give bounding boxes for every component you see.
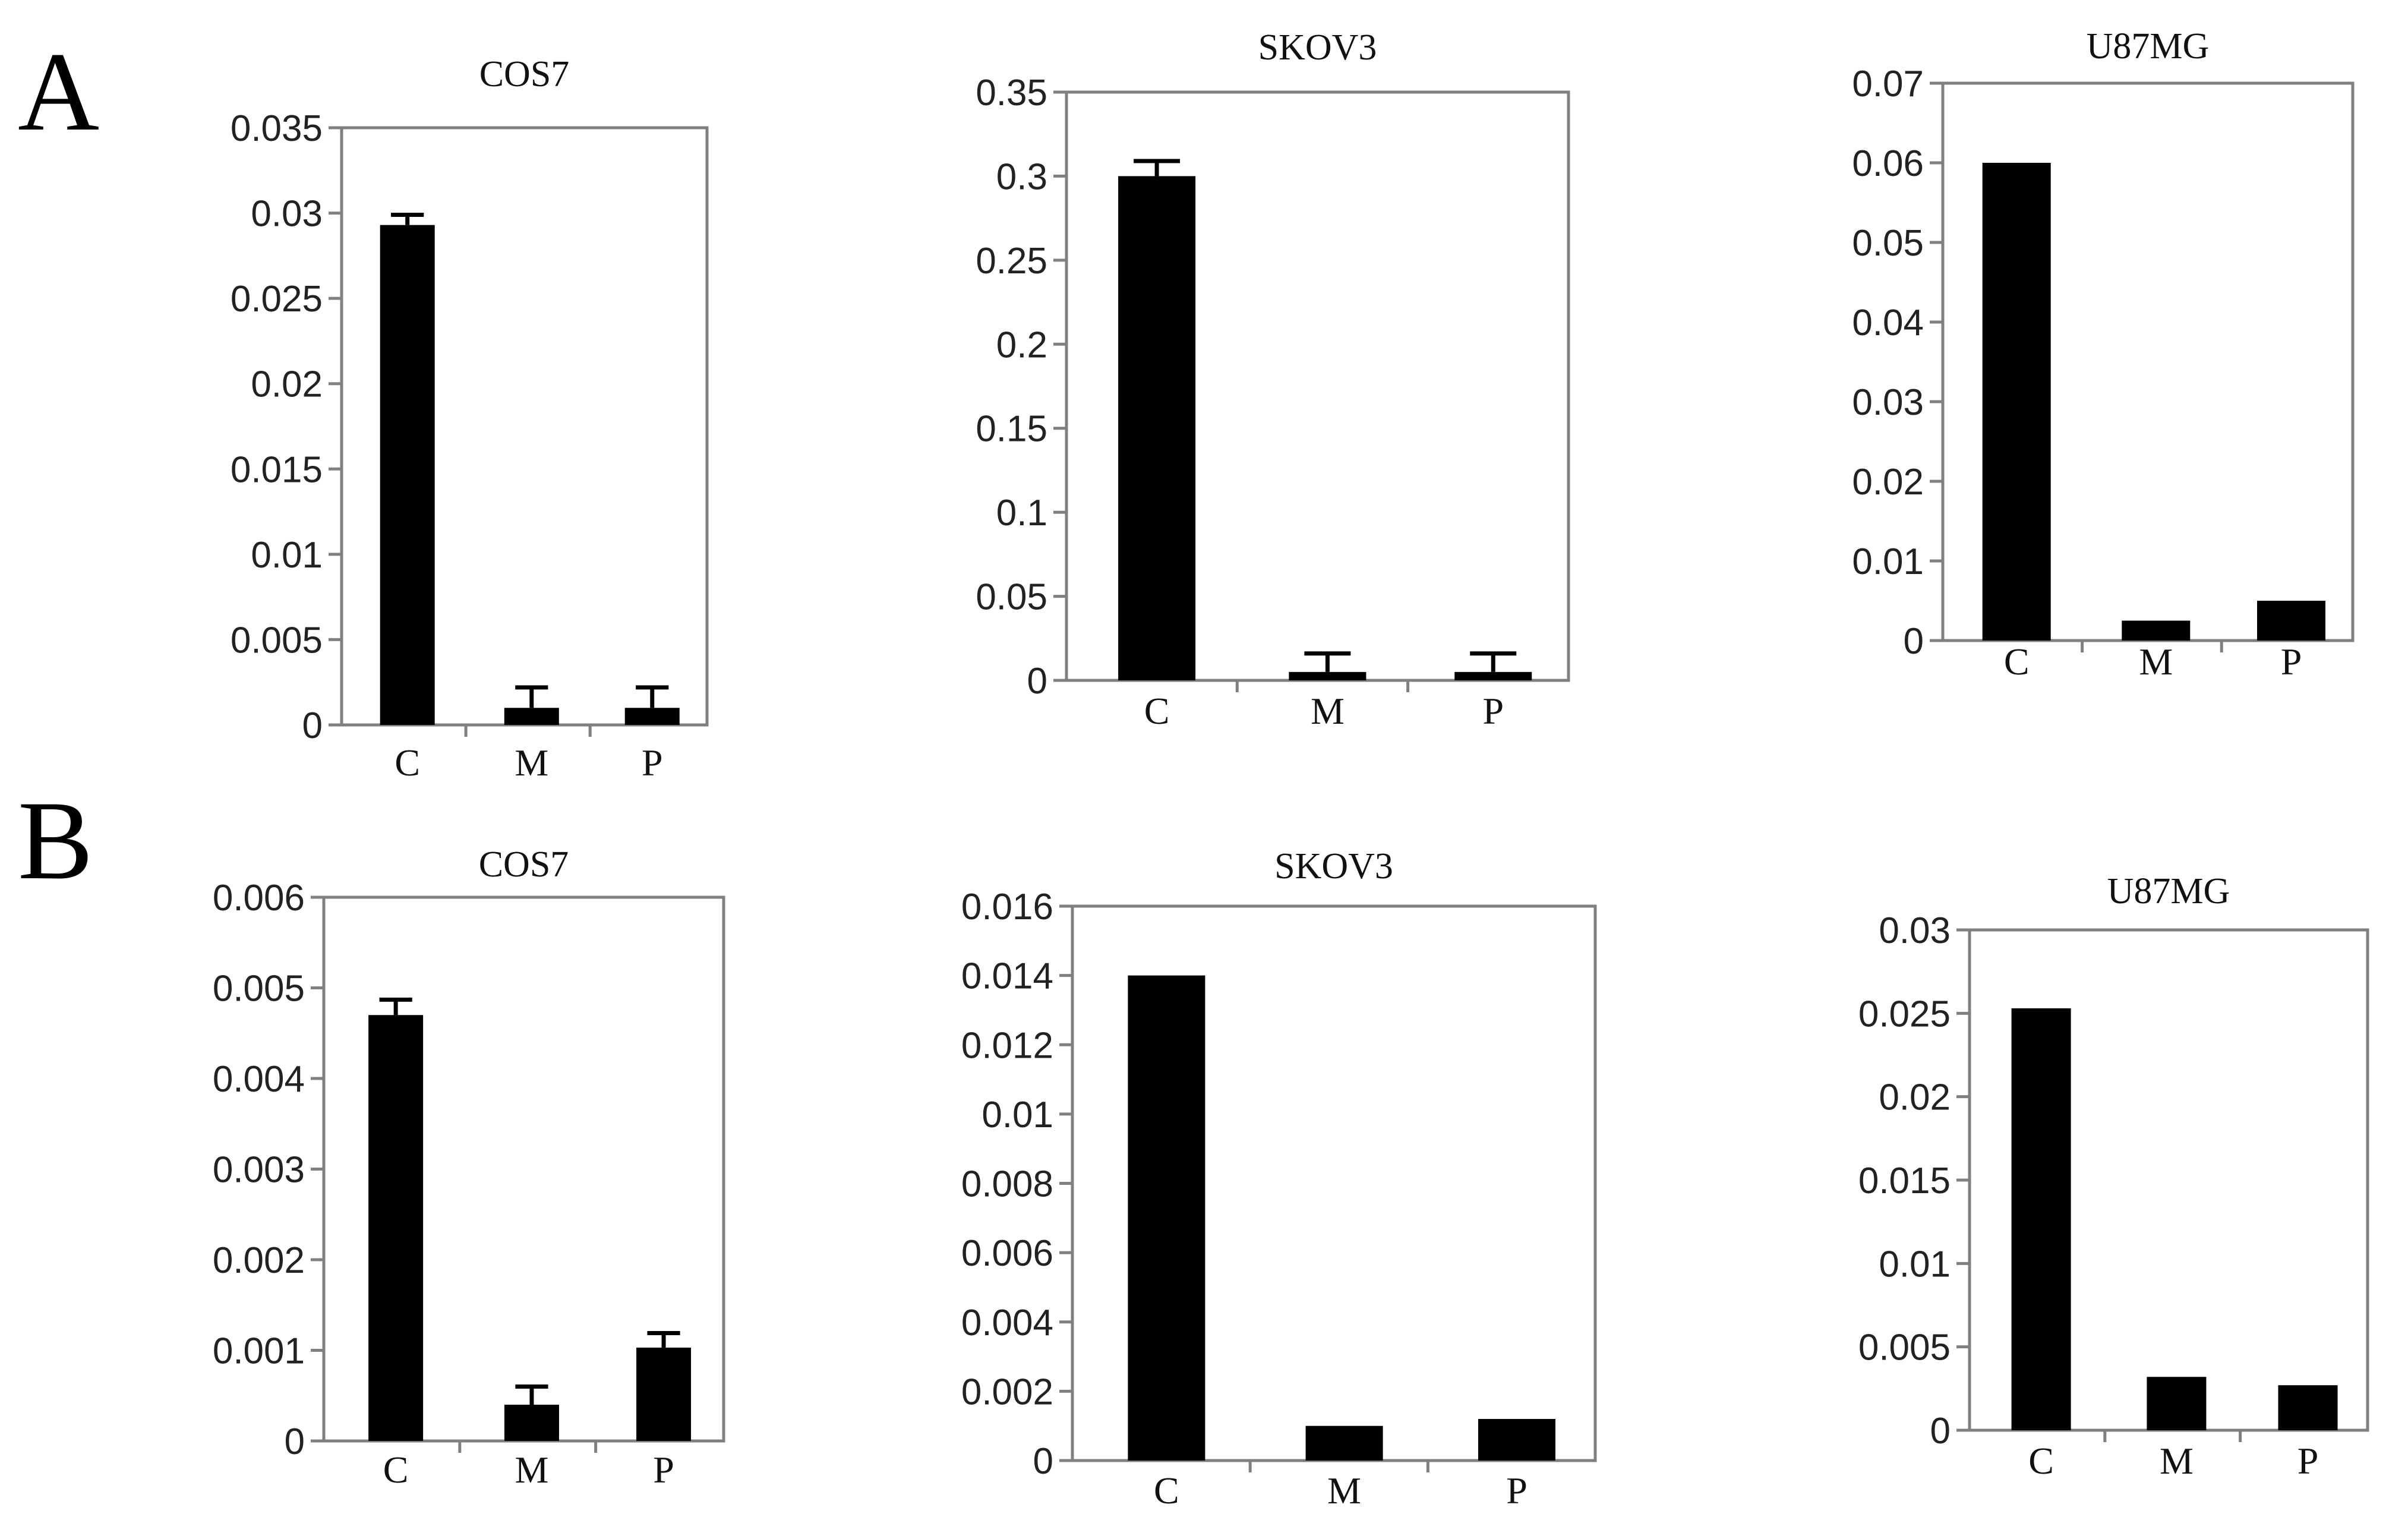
y-tick-label: 0.008 — [961, 1164, 1053, 1205]
y-tick-label: 0.25 — [976, 241, 1047, 282]
bar-m — [2122, 620, 2191, 641]
chart-title: COS7 — [479, 844, 569, 885]
y-tick-label: 0 — [1904, 621, 1924, 662]
y-tick-label: 0.01 — [981, 1095, 1053, 1136]
panel-label-a: A — [18, 30, 100, 154]
y-tick-label: 0 — [285, 1421, 305, 1462]
y-tick-label: 0.006 — [213, 878, 305, 919]
y-tick-label: 0.005 — [213, 969, 305, 1010]
bar-p — [624, 708, 680, 725]
x-category-label: C — [383, 1449, 409, 1491]
x-category-label: C — [2004, 641, 2030, 683]
y-tick-label: 0.02 — [1852, 462, 1924, 503]
bar-p — [2257, 601, 2325, 641]
y-tick-label: 0.02 — [1879, 1077, 1951, 1118]
chart-a-u87mg: U87MG 0 0.01 0.02 0.03 0.04 0.05 0.06 0.07 C M P — [1852, 26, 2355, 683]
y-tick-label: 0.06 — [1852, 143, 1924, 184]
bar-p — [2278, 1385, 2338, 1430]
y-tick-label: 0.001 — [213, 1331, 305, 1372]
y-tick-label: 0.35 — [976, 72, 1047, 113]
y-tick-label: 0.002 — [213, 1240, 305, 1281]
chart-title: SKOV3 — [1274, 846, 1393, 887]
x-category-label: M — [515, 742, 548, 784]
y-tick-label: 0.01 — [1879, 1244, 1951, 1285]
chart-title: SKOV3 — [1258, 27, 1377, 68]
y-tick-label: 0.004 — [961, 1302, 1053, 1343]
bar-m — [1289, 671, 1366, 680]
bar-m — [2147, 1377, 2207, 1430]
y-tick-label: 0.15 — [976, 409, 1047, 450]
x-category-label: M — [1327, 1469, 1361, 1512]
y-tick-label: 0 — [1027, 661, 1047, 702]
bar-c — [2011, 1008, 2071, 1430]
bar-p — [1454, 671, 1532, 680]
x-category-label: P — [642, 742, 663, 784]
y-tick-label: 0.07 — [1852, 64, 1924, 105]
y-tick-label: 0.025 — [231, 279, 323, 320]
chart-title: U87MG — [2107, 871, 2230, 912]
chart-b-skov3: SKOV3 0 0.002 0.004 0.006 0.008 0.01 0.012 0.014… — [961, 846, 1597, 1512]
y-tick-label: 0.015 — [1858, 1160, 1951, 1201]
bar-m — [504, 1405, 559, 1441]
y-tick-label: 0.012 — [961, 1025, 1053, 1066]
x-category-label: C — [2028, 1440, 2054, 1482]
x-category-label: M — [2160, 1440, 2194, 1482]
y-tick-label: 0.1 — [996, 493, 1047, 534]
panel-label-b: B — [18, 778, 93, 903]
chart-title: U87MG — [2087, 26, 2210, 67]
y-tick-label: 0.01 — [251, 535, 323, 576]
y-tick-label: 0.014 — [961, 956, 1053, 997]
x-category-label: P — [2297, 1440, 2319, 1482]
chart-title: COS7 — [479, 54, 570, 94]
bar-c — [368, 1015, 424, 1441]
x-category-label: C — [395, 742, 420, 784]
y-tick-label: 0.05 — [1852, 223, 1924, 264]
chart-a-cos7: COS7 0 0.005 0.01 0.015 0.02 0.025 0.03 0.035 C M P — [231, 54, 709, 784]
y-tick-label: 0.3 — [996, 156, 1047, 197]
y-tick-label: 0.04 — [1852, 302, 1924, 343]
x-category-label: P — [1482, 690, 1504, 732]
y-tick-label: 0 — [302, 705, 323, 746]
y-tick-label: 0 — [1033, 1441, 1053, 1482]
x-category-label: M — [2139, 641, 2173, 683]
bar-m — [1305, 1425, 1383, 1461]
x-category-label: M — [515, 1449, 549, 1491]
bar-p — [1478, 1419, 1555, 1461]
y-tick-label: 0.006 — [961, 1233, 1053, 1274]
bar-c — [380, 225, 435, 726]
y-tick-label: 0.016 — [961, 887, 1053, 928]
chart-b-cos7: COS7 0 0.001 0.002 0.003 0.004 0.005 0.006 C M P — [213, 844, 725, 1491]
y-tick-label: 0.2 — [996, 324, 1047, 365]
y-tick-label: 0.03 — [1879, 910, 1951, 951]
x-category-label: P — [1506, 1469, 1528, 1512]
y-tick-label: 0.03 — [251, 194, 323, 235]
x-category-label: P — [2281, 641, 2302, 683]
y-tick-label: 0.002 — [961, 1371, 1053, 1412]
y-tick-label: 0.02 — [251, 364, 323, 405]
chart-a-skov3: SKOV3 0 0.05 0.1 0.15 0.2 0.25 0.3 0.35 C M P — [976, 27, 1570, 732]
y-tick-label: 0.005 — [1858, 1327, 1951, 1368]
bar-c — [1982, 163, 2051, 641]
x-category-label: C — [1144, 690, 1170, 732]
y-tick-label: 0.025 — [1858, 994, 1951, 1035]
x-category-label: M — [1311, 690, 1345, 732]
chart-b-u87mg: U87MG 0 0.005 0.01 0.015 0.02 0.025 0.03 C M P — [1858, 871, 2369, 1482]
y-tick-label: 0.004 — [213, 1059, 305, 1100]
x-category-label: P — [653, 1449, 674, 1491]
y-tick-label: 0.015 — [231, 449, 323, 490]
y-tick-label: 0.01 — [1852, 541, 1924, 582]
bar-m — [504, 708, 559, 725]
bar-c — [1128, 975, 1205, 1461]
x-category-label: C — [1154, 1469, 1179, 1512]
y-tick-label: 0.03 — [1852, 382, 1924, 423]
y-tick-label: 0.035 — [231, 108, 323, 149]
y-tick-label: 0.003 — [213, 1150, 305, 1191]
y-tick-label: 0 — [1930, 1411, 1951, 1452]
y-tick-label: 0.05 — [976, 577, 1047, 618]
bar-p — [636, 1347, 692, 1441]
bar-c — [1118, 176, 1196, 680]
y-tick-label: 0.005 — [231, 620, 323, 661]
